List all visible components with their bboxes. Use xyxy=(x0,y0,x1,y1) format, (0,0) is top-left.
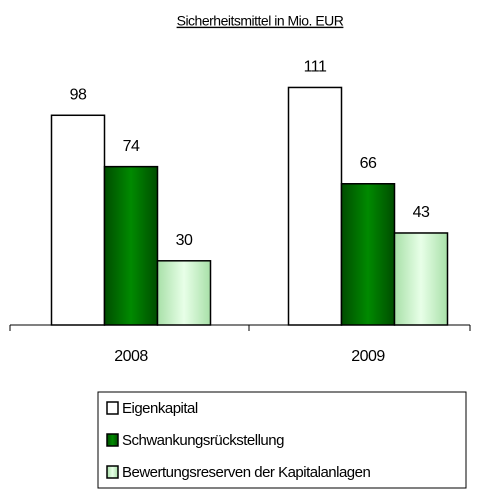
legend-swatch xyxy=(106,465,119,479)
chart-title: Sicherheitsmittel in Mio. EUR xyxy=(177,13,344,29)
legend-label: Bewertungsreserven der Kapitalanlagen xyxy=(122,464,370,481)
legend-label: Schwankungsrückstellung xyxy=(122,432,284,449)
legend-swatch xyxy=(106,433,119,447)
data-label: 43 xyxy=(413,204,430,221)
bar xyxy=(340,183,396,326)
bar xyxy=(287,86,343,326)
bar xyxy=(103,165,159,326)
bar xyxy=(50,114,106,326)
legend-swatch xyxy=(106,401,119,415)
legend xyxy=(97,391,467,489)
data-label: 98 xyxy=(70,86,87,103)
legend-label: Eigenkapital xyxy=(122,400,198,417)
data-label: 30 xyxy=(176,232,193,249)
data-label: 74 xyxy=(123,138,140,155)
x-tick-label: 2008 xyxy=(114,348,148,365)
data-label: 111 xyxy=(304,59,327,76)
data-label: 66 xyxy=(360,155,377,172)
bar xyxy=(393,232,449,326)
bar xyxy=(156,260,212,326)
x-tick-label: 2009 xyxy=(351,348,385,365)
